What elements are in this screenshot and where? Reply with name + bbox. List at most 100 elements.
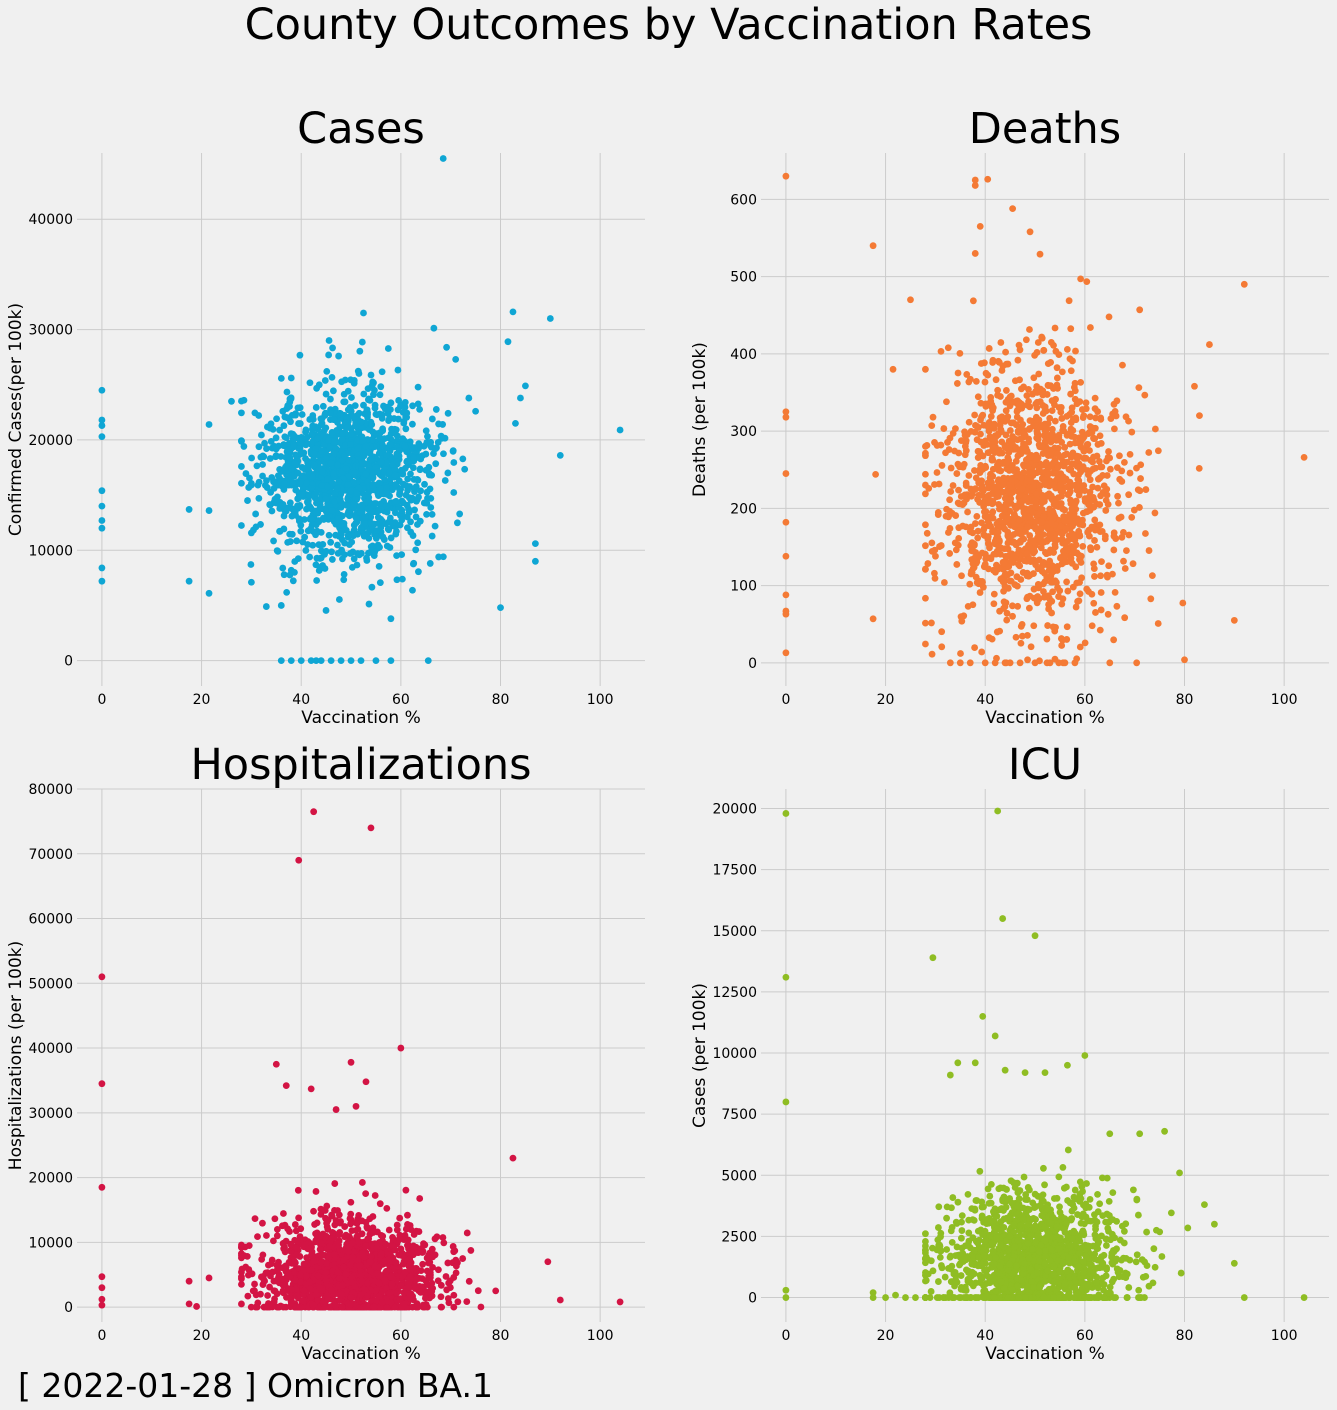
deaths-data-point (1078, 406, 1086, 413)
hospitalizations-data-point (273, 1261, 281, 1269)
cases-data-point (450, 489, 458, 496)
deaths-data-point (968, 569, 976, 576)
cases-title: Cases (297, 104, 425, 154)
cases-data-point (98, 502, 106, 510)
hospitalizations-x-tick-label: 20 (193, 1328, 211, 1344)
deaths-data-point (922, 365, 929, 373)
deaths-data-point (1003, 459, 1010, 467)
deaths-data-point (1154, 447, 1162, 455)
deaths-data-point (980, 442, 988, 449)
hospitalizations-data-point (238, 1273, 245, 1281)
cases-data-point (261, 439, 268, 447)
deaths-data-point (966, 580, 974, 588)
hospitalizations-data-point (240, 1252, 248, 1260)
deaths-data-point (1048, 407, 1056, 415)
cases-data-point (267, 488, 275, 496)
hospitalizations-data-point (357, 1272, 365, 1279)
hospitalizations-data-point (358, 1249, 366, 1257)
hospitalizations-data-point (355, 1238, 363, 1245)
deaths-data-point (1085, 532, 1093, 540)
deaths-data-point (869, 615, 877, 623)
hospitalizations-subplot: 0 20 40 60 80 1000100002000030000400005000060… (6, 740, 645, 1364)
deaths-y-tick-label: 400 (730, 347, 757, 363)
deaths-data-point (1089, 483, 1096, 491)
deaths-data-point (999, 362, 1007, 370)
cases-data-point (280, 441, 288, 448)
deaths-data-point (952, 546, 960, 554)
hospitalizations-data-point (98, 1183, 106, 1191)
deaths-data-point (1080, 454, 1088, 462)
deaths-data-point (1129, 560, 1137, 568)
deaths-data-point (1104, 610, 1112, 618)
deaths-data-point (1016, 435, 1024, 443)
deaths-data-point (956, 659, 964, 667)
hospitalizations-data-point (303, 1254, 311, 1261)
hospitalizations-data-point (238, 1281, 245, 1288)
hospitalizations-data-point (251, 1280, 258, 1288)
deaths-data-point (1017, 622, 1025, 630)
deaths-data-point (978, 579, 985, 587)
hospitalizations-data-point (98, 1273, 106, 1281)
icu-y-tick-label: 20000 (712, 802, 757, 818)
deaths-data-point (979, 452, 987, 460)
cases-data-point (412, 513, 420, 521)
hospitalizations-data-point (347, 1301, 354, 1309)
cases-data-point (280, 525, 288, 533)
cases-data-point (259, 452, 267, 460)
cases-data-point (247, 578, 255, 586)
hospitalizations-data-point (367, 1267, 374, 1275)
hospitalizations-data-point (331, 1221, 339, 1229)
hospitalizations-data-point (338, 1290, 346, 1298)
deaths-data-point (990, 600, 998, 608)
deaths-data-point (964, 508, 971, 516)
deaths-data-point (1181, 656, 1188, 664)
icu-data-point (1133, 1251, 1141, 1259)
cases-data-point (386, 441, 394, 449)
deaths-data-point (991, 659, 999, 667)
cases-data-point (387, 615, 395, 623)
cases-data-point (286, 499, 294, 507)
deaths-data-point (995, 430, 1002, 437)
cases-data-point (353, 514, 361, 522)
cases-data-point (407, 528, 415, 536)
deaths-data-point (985, 345, 993, 352)
cases-data-point (402, 482, 410, 489)
deaths-x-tick-label: 40 (976, 692, 994, 708)
deaths-data-point (1007, 569, 1015, 577)
deaths-data-point (1020, 469, 1028, 477)
deaths-data-point (1058, 368, 1066, 376)
deaths-data-point (993, 628, 1001, 636)
hospitalizations-data-point (340, 1256, 348, 1264)
hospitalizations-data-point (322, 1269, 330, 1276)
deaths-data-point (1064, 491, 1072, 499)
cases-data-point (298, 491, 306, 498)
deaths-data-point (922, 442, 929, 450)
hospitalizations-data-point (371, 1192, 379, 1199)
hospitalizations-data-point (291, 1258, 299, 1266)
hospitalizations-data-point (283, 1293, 290, 1301)
cases-data-point (401, 408, 409, 416)
cases-data-point (355, 409, 363, 417)
cases-data-point (378, 368, 386, 376)
deaths-data-point (1005, 448, 1013, 456)
hospitalizations-data-point (317, 1210, 325, 1218)
deaths-data-point (959, 463, 967, 471)
cases-data-point (345, 541, 353, 549)
cases-data-point (379, 442, 387, 450)
cases-data-point (322, 547, 330, 555)
cases-data-point (356, 503, 363, 511)
deaths-data-point (1047, 578, 1055, 586)
deaths-data-point (1206, 341, 1213, 348)
cases-data-point (253, 462, 261, 470)
cases-data-point (365, 600, 373, 608)
deaths-data-point (1121, 458, 1128, 466)
cases-data-point (388, 425, 395, 433)
cases-data-point (296, 444, 304, 452)
hospitalizations-data-point (318, 1252, 326, 1259)
deaths-data-point (1060, 474, 1068, 482)
deaths-data-point (1041, 403, 1049, 411)
deaths-data-point (1051, 456, 1059, 464)
cases-data-point (517, 394, 524, 402)
cases-data-point (309, 541, 317, 549)
deaths-data-point (974, 534, 982, 542)
